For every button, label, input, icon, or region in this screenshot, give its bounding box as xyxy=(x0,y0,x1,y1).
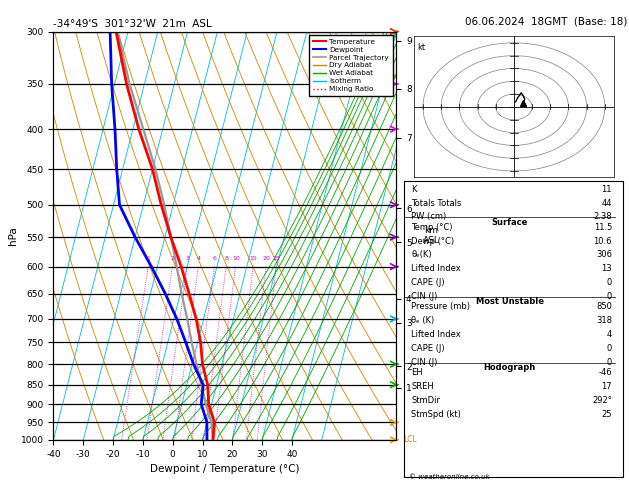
Text: 0: 0 xyxy=(607,292,612,301)
Text: CIN (J): CIN (J) xyxy=(411,292,438,301)
Text: 17: 17 xyxy=(601,382,612,391)
Text: K: K xyxy=(411,185,417,194)
Text: 10: 10 xyxy=(232,256,240,261)
Text: StmSpd (kt): StmSpd (kt) xyxy=(411,410,461,419)
Text: 306: 306 xyxy=(596,250,612,260)
Text: 3: 3 xyxy=(186,256,190,261)
Text: Surface: Surface xyxy=(492,218,528,226)
Text: EH: EH xyxy=(411,368,423,377)
Text: Hodograph: Hodograph xyxy=(484,363,536,372)
Text: -46: -46 xyxy=(598,368,612,377)
Text: Temp (°C): Temp (°C) xyxy=(411,223,453,232)
Y-axis label: km
ASL: km ASL xyxy=(423,226,440,245)
Text: Most Unstable: Most Unstable xyxy=(476,297,544,306)
Text: Dewp (°C): Dewp (°C) xyxy=(411,237,455,245)
Text: CAPE (J): CAPE (J) xyxy=(411,344,445,353)
Text: CAPE (J): CAPE (J) xyxy=(411,278,445,287)
Text: 13: 13 xyxy=(601,264,612,273)
Text: 20: 20 xyxy=(262,256,270,261)
Text: 2: 2 xyxy=(171,256,175,261)
Text: 4: 4 xyxy=(607,330,612,339)
Y-axis label: hPa: hPa xyxy=(8,226,18,245)
Text: 2.38: 2.38 xyxy=(593,212,612,222)
X-axis label: Dewpoint / Temperature (°C): Dewpoint / Temperature (°C) xyxy=(150,464,299,474)
Text: 11: 11 xyxy=(601,185,612,194)
Text: 06.06.2024  18GMT  (Base: 18): 06.06.2024 18GMT (Base: 18) xyxy=(465,17,628,27)
Text: 44: 44 xyxy=(601,198,612,208)
Text: 8: 8 xyxy=(225,256,228,261)
Text: -34°49'S  301°32'W  21m  ASL: -34°49'S 301°32'W 21m ASL xyxy=(53,19,212,30)
Legend: Temperature, Dewpoint, Parcel Trajectory, Dry Adiabat, Wet Adiabat, Isotherm, Mi: Temperature, Dewpoint, Parcel Trajectory… xyxy=(309,35,392,96)
Text: kt: kt xyxy=(418,43,426,52)
Text: 1: 1 xyxy=(147,256,150,261)
Text: Lifted Index: Lifted Index xyxy=(411,264,461,273)
Text: Pressure (mb): Pressure (mb) xyxy=(411,302,470,312)
Text: 25: 25 xyxy=(272,256,281,261)
Text: 0: 0 xyxy=(607,278,612,287)
Text: 4: 4 xyxy=(197,256,201,261)
Text: Totals Totals: Totals Totals xyxy=(411,198,462,208)
Text: 10.6: 10.6 xyxy=(594,237,612,245)
Text: θₑ (K): θₑ (K) xyxy=(411,316,435,325)
Text: 0: 0 xyxy=(607,358,612,367)
Text: 292°: 292° xyxy=(592,396,612,405)
Text: LCL: LCL xyxy=(403,434,417,444)
Text: 11.5: 11.5 xyxy=(594,223,612,232)
Text: 25: 25 xyxy=(601,410,612,419)
Text: 318: 318 xyxy=(596,316,612,325)
Text: θₑ(K): θₑ(K) xyxy=(411,250,432,260)
Text: 15: 15 xyxy=(250,256,257,261)
Text: 850: 850 xyxy=(596,302,612,312)
Text: 6: 6 xyxy=(213,256,216,261)
Text: CIN (J): CIN (J) xyxy=(411,358,438,367)
Text: Lifted Index: Lifted Index xyxy=(411,330,461,339)
Text: SREH: SREH xyxy=(411,382,434,391)
Text: © weatheronline.co.uk: © weatheronline.co.uk xyxy=(409,474,489,480)
Text: 0: 0 xyxy=(607,344,612,353)
Text: StmDir: StmDir xyxy=(411,396,440,405)
Text: PW (cm): PW (cm) xyxy=(411,212,447,222)
